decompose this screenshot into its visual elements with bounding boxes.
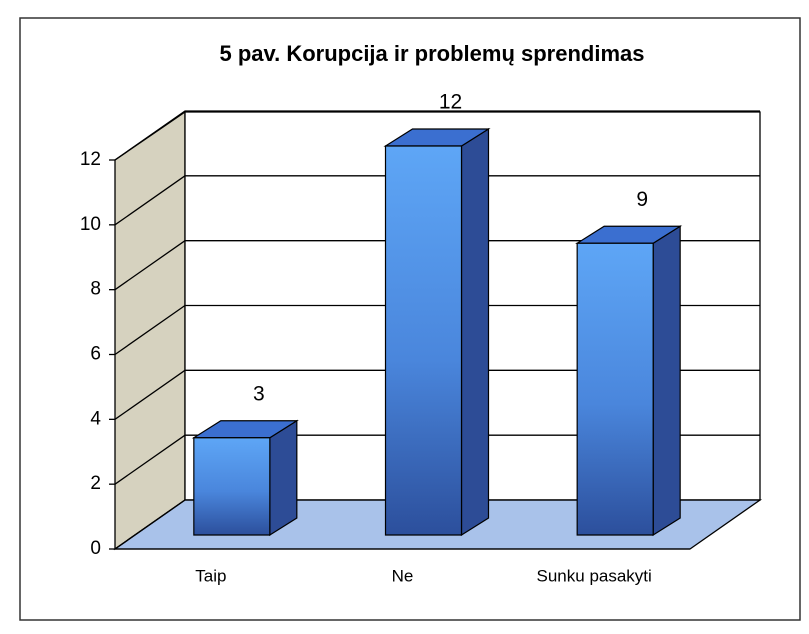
grid-line [114,110,760,161]
bar-side [269,419,298,537]
y-tick-label: 6 [90,344,101,365]
x-tick-label: Sunku pasakyti [537,566,652,585]
x-tick-label: Taip [195,566,226,585]
x-tick-label: Ne [392,566,414,585]
y-tick-label: 2 [90,473,101,494]
y-tick-label: 8 [90,279,101,300]
value-label: 9 [636,188,648,211]
grid-line [114,240,760,291]
grid-line [114,499,760,550]
y-tick-label: 4 [90,408,101,429]
grid-line [114,304,760,356]
bar-side [652,225,681,537]
bar-front [576,242,654,536]
y-tick-label: 0 [90,538,101,559]
chart-title: 5 pav. Korupcija ir problemų sprendimas [219,41,644,66]
value-label: 3 [253,382,265,405]
bar [383,127,491,537]
y-tick-label: 10 [80,214,101,235]
bar-side [460,127,490,537]
grid-line [114,434,760,485]
value-label: 12 [439,91,462,114]
bar-front [193,437,271,536]
bar-front [384,145,463,536]
y-tick-label: 12 [80,149,101,170]
grid-line [114,369,760,420]
bar [575,225,683,537]
bar [191,419,299,537]
grid-line [114,175,760,226]
